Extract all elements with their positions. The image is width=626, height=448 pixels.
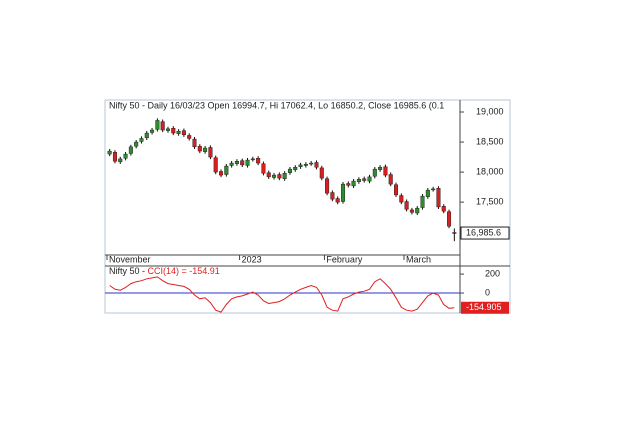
candle-body <box>431 188 436 191</box>
candle-body <box>383 166 388 176</box>
candle-body <box>351 180 356 187</box>
candle-body <box>277 174 282 179</box>
candle-body <box>272 174 277 178</box>
y-tick-label: 200 <box>485 268 500 278</box>
y-tick-label: 18,000 <box>476 166 504 176</box>
candle-body <box>118 158 123 163</box>
candle-body <box>330 192 335 200</box>
candle-body <box>303 164 308 166</box>
candle-body <box>314 162 319 168</box>
candle-body <box>234 161 239 164</box>
candle-body <box>229 162 234 166</box>
x-tick-label: March <box>406 254 431 264</box>
candle-body <box>112 152 117 162</box>
candle-body <box>425 189 430 197</box>
candle-body <box>282 173 287 179</box>
candle-body <box>240 160 245 166</box>
candle-body <box>298 164 303 167</box>
candle-body <box>287 168 292 173</box>
candle-body <box>160 121 165 131</box>
candle-body <box>128 146 133 154</box>
candle-body <box>213 157 218 173</box>
panel-title: Nifty 50 - CCI(14) = -154.91 <box>109 266 220 276</box>
legend-entry: CCI(14) = -154.91 <box>148 266 220 276</box>
price-label: 16,985.6 <box>466 227 501 237</box>
y-tick-label: 19,000 <box>476 106 504 116</box>
x-tick-label: November <box>109 254 151 264</box>
candle-body <box>123 153 128 159</box>
candle-body <box>335 198 340 203</box>
candle-body <box>340 183 345 202</box>
candle-body <box>139 138 144 142</box>
candle-body <box>399 195 404 203</box>
y-tick-label: 0 <box>485 287 490 297</box>
candle-body <box>192 138 197 148</box>
candle-body <box>436 188 441 208</box>
candle-body <box>245 159 250 166</box>
candle-body <box>293 167 298 170</box>
candle-body <box>219 171 224 176</box>
frame <box>104 99 511 314</box>
candle-body <box>452 232 457 234</box>
candle-body <box>165 128 170 131</box>
candle-body <box>388 174 393 185</box>
candle-body <box>107 150 112 155</box>
candle-body <box>181 130 186 136</box>
candle-body <box>203 147 208 152</box>
candle-body <box>415 207 420 214</box>
candle-body <box>155 120 160 130</box>
candle-body <box>187 135 192 139</box>
candle-body <box>150 129 155 133</box>
line-series <box>109 276 455 313</box>
chart-title: Nifty 50 - Daily 16/03/23 Open 16994.7, … <box>109 100 444 110</box>
candle-body <box>441 206 446 212</box>
candle-body <box>394 184 399 196</box>
candle-body <box>356 179 361 182</box>
y-tick-label: 17,500 <box>476 197 504 207</box>
value-marker <box>461 301 509 314</box>
candle-body <box>144 132 149 139</box>
candle-body <box>134 141 139 147</box>
x-tick-label: 2023 <box>242 254 262 264</box>
candle-body <box>176 131 181 134</box>
candle-body <box>171 128 176 134</box>
candle-body <box>372 168 377 177</box>
value-label: -154.905 <box>466 302 502 312</box>
candle-body <box>197 146 202 152</box>
candle-body <box>319 167 324 179</box>
y-tick-label: 18,500 <box>476 136 504 146</box>
x-tick-label: February <box>326 254 363 264</box>
candle-body <box>250 158 255 161</box>
candle-body <box>447 211 452 227</box>
candle-body <box>309 162 314 165</box>
candle-body <box>261 163 266 174</box>
candle-body <box>346 183 351 186</box>
candle-body <box>224 165 229 175</box>
panel-title: Nifty 50 - <box>109 266 148 276</box>
candle-body <box>362 178 367 181</box>
candle-body <box>404 201 409 210</box>
price-marker <box>460 226 510 240</box>
candle-body <box>256 158 261 164</box>
candle-body <box>420 195 425 208</box>
candle-body <box>367 176 372 182</box>
candle-body <box>378 167 383 170</box>
candle-body <box>208 147 213 158</box>
candle-body <box>409 209 414 213</box>
candle-body <box>325 178 330 194</box>
candle-body <box>266 172 271 178</box>
